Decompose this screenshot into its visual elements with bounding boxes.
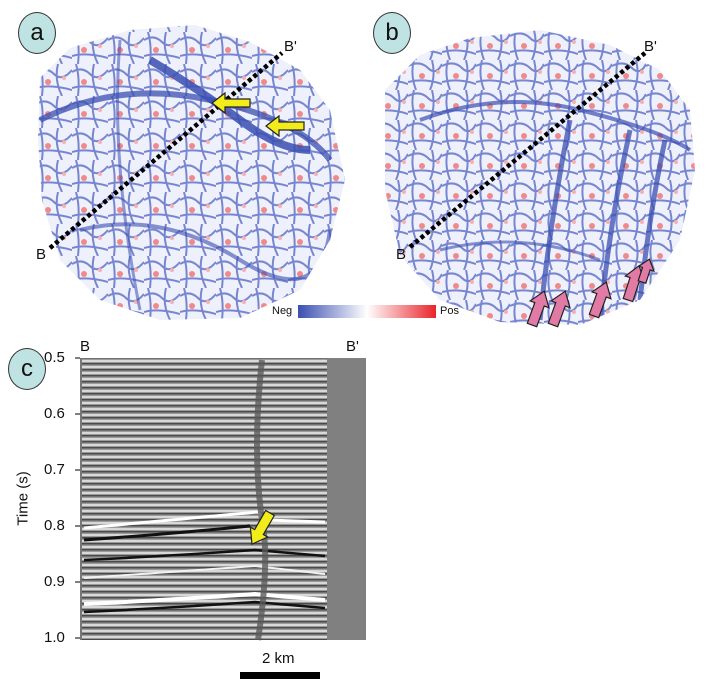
map-a-attribute-image <box>38 25 345 320</box>
ytick-5: 1.0 <box>44 629 65 646</box>
colorbar-neg-label: Neg <box>272 305 293 317</box>
colorbar <box>298 305 436 318</box>
profile-end-a: B' <box>284 38 297 55</box>
ytick-3: 0.8 <box>44 517 65 534</box>
ytick-0: 0.5 <box>44 349 65 366</box>
pink-arrow-icon <box>526 258 655 328</box>
seismic-section <box>80 358 366 641</box>
profile-line-b <box>408 51 647 249</box>
map-b-attribute-image <box>385 30 695 325</box>
y-axis-label: Time (s) <box>14 471 32 526</box>
yellow-arrow-section-icon <box>249 509 276 546</box>
panel-label-a: a <box>18 12 56 54</box>
y-axis-ticks <box>75 357 80 639</box>
profile-line-a <box>48 51 284 250</box>
ytick-1: 0.6 <box>44 405 65 422</box>
section-end-label: B' <box>346 338 359 355</box>
ytick-2: 0.7 <box>44 461 65 478</box>
profile-start-a: B <box>36 246 47 263</box>
scale-bar-label: 2 km <box>262 650 295 667</box>
colorbar-pos-label: Pos <box>440 305 459 317</box>
panel-label-c: c <box>8 348 46 390</box>
ytick-4: 0.9 <box>44 573 65 590</box>
profile-start-b: B <box>396 246 407 263</box>
profile-end-b: B' <box>644 38 657 55</box>
yellow-arrow-icon <box>211 91 305 138</box>
scale-bar <box>240 672 320 679</box>
panel-label-b: b <box>373 12 411 54</box>
section-start-label: B <box>80 338 91 355</box>
